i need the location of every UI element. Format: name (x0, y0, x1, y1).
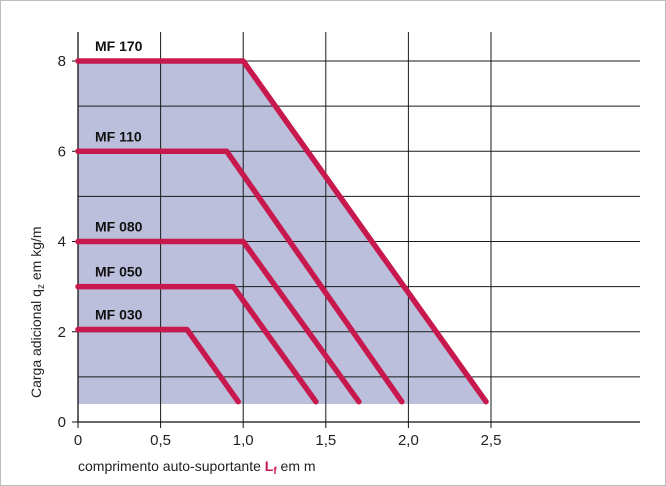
y-tick-label: 2 (58, 324, 66, 341)
series-line-mf-110 (75, 148, 405, 405)
x-tick-label: 2,5 (481, 432, 502, 449)
series-line-mf-030 (75, 326, 241, 405)
y-tick-label: 0 (58, 414, 66, 431)
y-axis-title: Carga adicional qz em kg/m (28, 226, 47, 398)
y-tick-label: 8 (58, 53, 66, 70)
x-tick-label: 0,5 (150, 432, 171, 449)
y-tick-label: 6 (58, 143, 66, 160)
series-label-mf-080: MF 080 (95, 219, 143, 235)
series-line-mf-050 (75, 283, 319, 405)
x-tick-label: 1,0 (233, 432, 254, 449)
y-tick-label: 4 (58, 234, 66, 251)
series-label-mf-050: MF 050 (95, 264, 143, 280)
x-tick-label: 2,0 (398, 432, 419, 449)
x-axis-title: comprimento auto-suportante Lf em m (78, 458, 316, 477)
x-tick-label: 0 (74, 432, 82, 449)
series-label-mf-170: MF 170 (95, 38, 143, 54)
series-line-mf-170 (75, 58, 489, 405)
x-tick-label: 1,5 (315, 432, 336, 449)
series-line-mf-080 (75, 238, 362, 405)
series-label-mf-110: MF 110 (95, 128, 142, 144)
series-label-mf-030: MF 030 (95, 306, 143, 322)
